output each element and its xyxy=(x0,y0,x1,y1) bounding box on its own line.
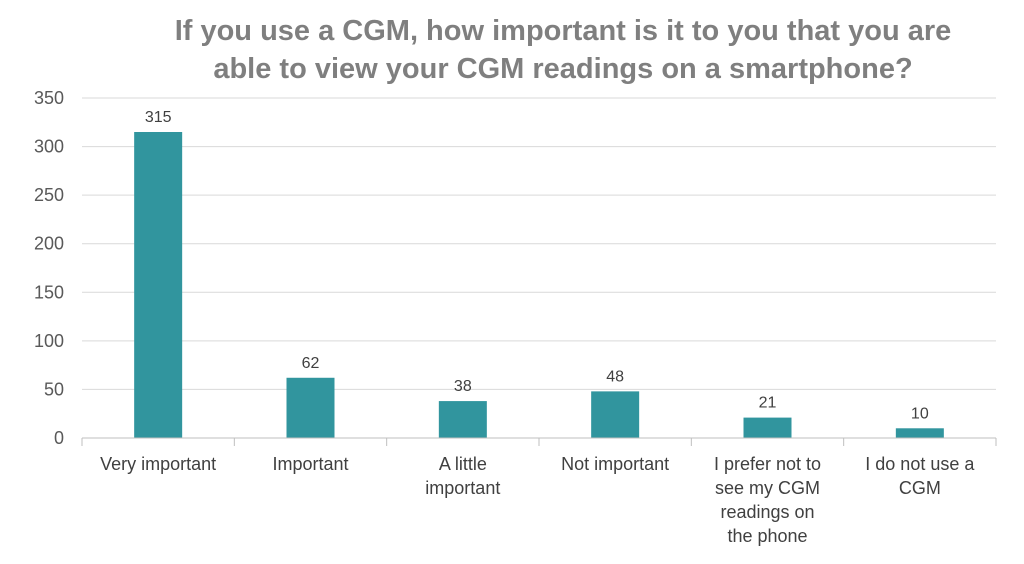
bar xyxy=(591,391,640,438)
data-label: 10 xyxy=(911,405,929,422)
data-label: 48 xyxy=(606,368,624,385)
y-tick-label: 100 xyxy=(34,331,64,351)
data-label: 315 xyxy=(145,109,172,126)
y-tick-label: 50 xyxy=(44,379,64,399)
x-category-label: Not important xyxy=(561,454,669,474)
chart-title-line-1: If you use a CGM, how important is it to… xyxy=(175,15,952,47)
y-tick-label: 250 xyxy=(34,185,64,205)
bar xyxy=(286,377,335,438)
bars xyxy=(134,132,944,438)
y-tick-label: 200 xyxy=(34,234,64,254)
bar xyxy=(438,401,487,438)
chart-title-line-2: able to view your CGM readings on a smar… xyxy=(213,53,912,85)
bar xyxy=(134,132,183,438)
x-category-label: Important xyxy=(272,454,348,474)
x-axis: Very important Important A little important… xyxy=(81,437,997,546)
y-axis-ticks: 0 50 100 150 200 250 300 350 xyxy=(34,88,64,448)
y-tick-label: 350 xyxy=(34,88,64,108)
y-tick-label: 150 xyxy=(34,282,64,302)
x-category-label: I prefer not to see my CGM readings on the … xyxy=(714,454,821,546)
data-label: 38 xyxy=(454,378,472,395)
y-tick-label: 0 xyxy=(54,428,64,448)
gridlines xyxy=(82,97,996,390)
data-labels: 315 62 38 48 21 10 xyxy=(145,109,929,422)
data-label: 21 xyxy=(759,395,777,412)
x-category-label: I do not use a CGM xyxy=(865,454,975,498)
x-category-label: A little important xyxy=(425,454,500,498)
bar xyxy=(895,428,944,438)
bar xyxy=(743,417,792,438)
y-tick-label: 300 xyxy=(34,137,64,157)
data-label: 62 xyxy=(302,355,320,372)
x-category-label: Very important xyxy=(100,454,216,474)
